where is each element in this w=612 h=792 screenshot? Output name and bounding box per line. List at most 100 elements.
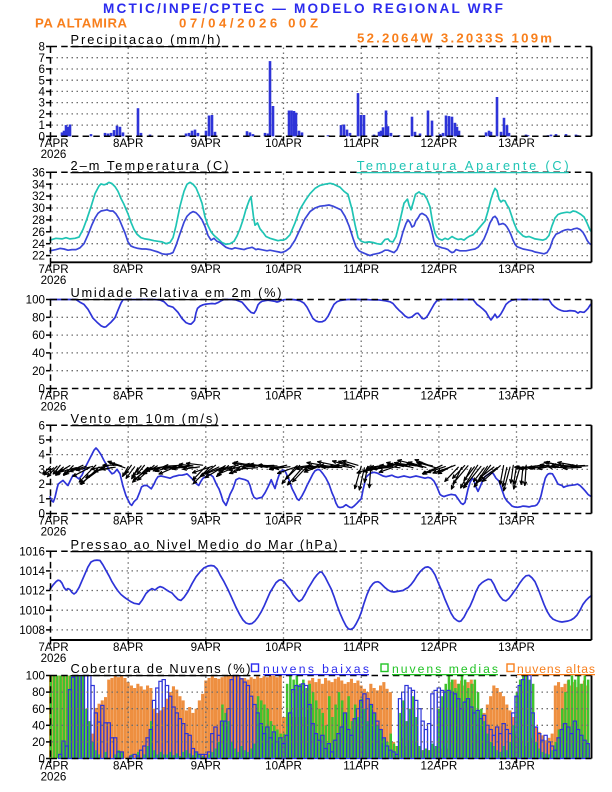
svg-text:8APR: 8APR bbox=[113, 514, 143, 527]
svg-text:Vento em 10m (m/s): Vento em 10m (m/s) bbox=[71, 411, 219, 426]
svg-text:8APR: 8APR bbox=[113, 389, 143, 402]
svg-text:9APR: 9APR bbox=[191, 514, 221, 527]
svg-text:60: 60 bbox=[32, 703, 45, 716]
svg-text:Cobertura de Nuvens (%): Cobertura de Nuvens (%) bbox=[71, 661, 251, 676]
svg-text:MCTIC/INPE/CPTEC — MODELO REGI: MCTIC/INPE/CPTEC — MODELO REGIONAL WRF bbox=[103, 1, 503, 16]
svg-text:60: 60 bbox=[32, 329, 45, 342]
svg-text:12APR: 12APR bbox=[421, 759, 458, 772]
svg-text:34: 34 bbox=[32, 178, 45, 191]
svg-text:10APR: 10APR bbox=[265, 759, 302, 772]
svg-text:13APR: 13APR bbox=[498, 137, 535, 150]
svg-text:1014: 1014 bbox=[19, 565, 45, 578]
svg-text:0: 0 bbox=[39, 508, 45, 521]
svg-text:6: 6 bbox=[39, 63, 45, 76]
svg-text:7APR: 7APR bbox=[38, 514, 68, 527]
svg-text:11APR: 11APR bbox=[343, 641, 379, 654]
svg-text:11APR: 11APR bbox=[343, 514, 379, 527]
svg-text:2026: 2026 bbox=[41, 274, 67, 287]
svg-text:100: 100 bbox=[26, 294, 45, 307]
svg-text:20: 20 bbox=[32, 736, 45, 749]
svg-text:2026: 2026 bbox=[41, 652, 67, 665]
svg-text:9APR: 9APR bbox=[191, 759, 221, 772]
svg-text:5: 5 bbox=[39, 74, 45, 87]
svg-text:10APR: 10APR bbox=[265, 389, 302, 402]
svg-text:8APR: 8APR bbox=[113, 759, 143, 772]
svg-text:10APR: 10APR bbox=[265, 641, 302, 654]
svg-text:9APR: 9APR bbox=[191, 263, 221, 276]
svg-text:3: 3 bbox=[39, 97, 45, 110]
svg-text:12APR: 12APR bbox=[421, 389, 458, 402]
svg-text:10APR: 10APR bbox=[265, 263, 302, 276]
svg-text:Precipitacao (mm/h): Precipitacao (mm/h) bbox=[71, 32, 221, 47]
svg-text:13APR: 13APR bbox=[498, 263, 535, 276]
svg-text:11APR: 11APR bbox=[343, 389, 379, 402]
svg-text:52.2064W 3.2033S 109m: 52.2064W 3.2033S 109m bbox=[357, 31, 552, 46]
svg-text:8APR: 8APR bbox=[113, 263, 143, 276]
svg-text:2: 2 bbox=[39, 108, 45, 121]
svg-text:PA ALTAMIRA: PA ALTAMIRA bbox=[35, 16, 127, 31]
svg-text:32: 32 bbox=[32, 190, 45, 203]
svg-text:1012: 1012 bbox=[19, 585, 45, 598]
svg-text:7APR: 7APR bbox=[38, 759, 68, 772]
svg-text:2026: 2026 bbox=[41, 525, 67, 538]
svg-text:Umidade Relativa em 2m (%): Umidade Relativa em 2m (%) bbox=[71, 285, 282, 300]
svg-text:13APR: 13APR bbox=[498, 759, 535, 772]
svg-text:20: 20 bbox=[32, 365, 45, 378]
svg-text:0: 0 bbox=[39, 383, 45, 396]
svg-text:07/04/2026 00Z: 07/04/2026 00Z bbox=[179, 16, 318, 31]
svg-text:24: 24 bbox=[32, 238, 45, 251]
svg-text:10APR: 10APR bbox=[265, 137, 302, 150]
svg-text:1: 1 bbox=[39, 493, 45, 506]
svg-text:12APR: 12APR bbox=[421, 137, 458, 150]
svg-text:nuvens altas: nuvens altas bbox=[517, 662, 595, 676]
svg-text:2: 2 bbox=[39, 478, 45, 491]
svg-text:11APR: 11APR bbox=[343, 759, 379, 772]
svg-text:12APR: 12APR bbox=[421, 641, 458, 654]
svg-text:6: 6 bbox=[39, 419, 45, 432]
svg-text:12APR: 12APR bbox=[421, 263, 458, 276]
svg-text:1010: 1010 bbox=[19, 604, 45, 617]
svg-text:Temperatura Aparente (C): Temperatura Aparente (C) bbox=[357, 158, 569, 173]
svg-text:1: 1 bbox=[39, 119, 45, 132]
svg-text:28: 28 bbox=[32, 214, 45, 227]
svg-text:2026: 2026 bbox=[41, 770, 67, 783]
svg-text:nuvens medias: nuvens medias bbox=[392, 662, 498, 676]
svg-text:0: 0 bbox=[39, 130, 45, 143]
svg-text:26: 26 bbox=[32, 226, 45, 239]
svg-text:7APR: 7APR bbox=[38, 641, 68, 654]
svg-text:11APR: 11APR bbox=[343, 263, 379, 276]
svg-text:100: 100 bbox=[26, 670, 45, 683]
svg-text:nuvens baixas: nuvens baixas bbox=[263, 662, 369, 676]
svg-text:2026: 2026 bbox=[41, 400, 67, 413]
svg-text:8: 8 bbox=[39, 41, 45, 54]
svg-text:0: 0 bbox=[39, 753, 45, 766]
svg-text:13APR: 13APR bbox=[498, 641, 535, 654]
svg-text:11APR: 11APR bbox=[343, 137, 379, 150]
svg-text:7: 7 bbox=[39, 52, 45, 65]
svg-text:8APR: 8APR bbox=[113, 137, 143, 150]
svg-text:1008: 1008 bbox=[19, 624, 45, 637]
svg-text:9APR: 9APR bbox=[191, 389, 221, 402]
svg-text:13APR: 13APR bbox=[498, 514, 535, 527]
svg-text:2–m Temperatura (C): 2–m Temperatura (C) bbox=[71, 158, 229, 173]
svg-text:80: 80 bbox=[32, 311, 45, 324]
svg-text:8APR: 8APR bbox=[113, 641, 143, 654]
svg-text:36: 36 bbox=[32, 166, 45, 179]
svg-text:9APR: 9APR bbox=[191, 641, 221, 654]
svg-text:40: 40 bbox=[32, 719, 45, 732]
svg-text:10APR: 10APR bbox=[265, 514, 302, 527]
svg-text:4: 4 bbox=[39, 86, 46, 99]
svg-text:7APR: 7APR bbox=[38, 389, 68, 402]
svg-text:3: 3 bbox=[39, 464, 45, 477]
svg-text:40: 40 bbox=[32, 347, 45, 360]
svg-text:22: 22 bbox=[32, 250, 45, 263]
svg-text:9APR: 9APR bbox=[191, 137, 221, 150]
svg-text:7APR: 7APR bbox=[38, 137, 68, 150]
svg-text:Pressao ao Nivel Medio do Mar: Pressao ao Nivel Medio do Mar (hPa) bbox=[71, 537, 338, 552]
svg-text:12APR: 12APR bbox=[421, 514, 458, 527]
svg-text:13APR: 13APR bbox=[498, 389, 535, 402]
svg-text:7APR: 7APR bbox=[38, 263, 68, 276]
svg-text:1016: 1016 bbox=[19, 545, 45, 558]
svg-text:30: 30 bbox=[32, 202, 45, 215]
svg-text:80: 80 bbox=[32, 686, 45, 699]
